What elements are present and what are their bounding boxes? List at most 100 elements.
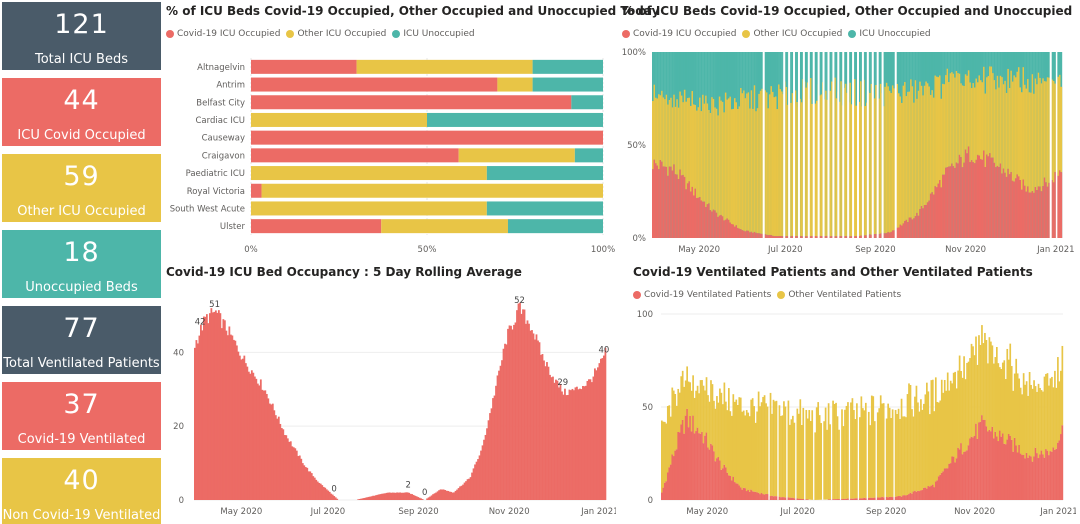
area-covid <box>910 217 912 238</box>
bar-other-ventilated <box>681 370 684 420</box>
bar-other-ventilated <box>917 402 919 491</box>
area-other <box>688 97 691 182</box>
rolling-bar <box>316 481 319 500</box>
bar-other-ventilated <box>1054 370 1056 450</box>
data-gap <box>832 52 835 238</box>
bar-covid-ventilated <box>665 481 668 500</box>
bar-other-ventilated <box>790 419 793 498</box>
x-tick-label: Nov 2020 <box>954 507 995 517</box>
bar-other-ventilated <box>847 402 849 499</box>
bar-covid-ventilated <box>933 487 936 500</box>
rolling-bar <box>466 479 469 500</box>
area-covid <box>1045 182 1048 238</box>
bar-covid-ventilated <box>790 497 793 500</box>
area-other <box>709 112 712 211</box>
area-covid <box>952 166 955 238</box>
data-gap <box>822 52 825 238</box>
data-gap <box>852 52 855 238</box>
x-tick-label: Sep 2020 <box>855 245 895 255</box>
bar-covid-ventilated <box>979 421 982 500</box>
bar-covid-ventilated <box>1043 457 1046 500</box>
bar-other-ventilated <box>882 403 885 498</box>
bar-other-ventilated <box>975 336 977 424</box>
bar-other-ventilated <box>960 371 962 444</box>
data-label: 0 <box>422 488 427 498</box>
bar-other-ventilated <box>780 416 782 498</box>
rolling-bar <box>603 355 605 500</box>
bar-covid-ventilated <box>771 495 773 500</box>
area-other <box>805 87 808 237</box>
rolling-bar <box>406 492 409 500</box>
bar-covid-ventilated <box>668 467 671 500</box>
bar-covid-ventilated <box>793 498 796 500</box>
area-other <box>752 108 754 233</box>
area-covid <box>978 155 981 238</box>
area-covid <box>705 206 707 238</box>
bar-covid-ventilated <box>920 490 922 500</box>
bar-other-ventilated <box>1045 373 1047 450</box>
bar-covid-ventilated <box>704 435 706 500</box>
area-other <box>831 81 833 236</box>
bar-other-ventilated <box>747 412 750 490</box>
bar-covid-ventilated <box>912 491 915 500</box>
bar-other-ventilated <box>1055 387 1058 449</box>
bar-covid-ventilated <box>832 499 834 500</box>
bar-other-ventilated <box>923 403 925 488</box>
area-other <box>969 82 972 163</box>
area-covid <box>741 230 744 238</box>
legend-item-covid-ventilated[interactable]: Covid-19 Ventilated Patients <box>633 290 771 300</box>
rolling-bar <box>574 387 577 500</box>
legend-item-unoccupied[interactable]: ICU Unoccupied <box>392 29 475 39</box>
rolling-bar <box>304 467 307 500</box>
bar-covid-ventilated <box>1021 455 1023 500</box>
kpi-value: 59 <box>63 161 100 192</box>
bar-other-ventilated <box>993 363 995 439</box>
area-covid <box>870 234 873 238</box>
legend-item-other[interactable]: Other ICU Occupied <box>286 29 386 39</box>
bar-other-ventilated <box>781 415 784 498</box>
bar-other-ventilated <box>873 421 876 498</box>
area-covid <box>658 169 660 238</box>
bar-other-ventilated <box>1060 370 1062 435</box>
x-tick-label: May 2020 <box>678 245 720 255</box>
bar-covid-ventilated <box>1022 454 1025 500</box>
data-gap <box>1049 52 1052 238</box>
legend-item-unoccupied[interactable]: ICU Unoccupied <box>848 29 931 39</box>
bar-other-ventilated <box>876 412 879 498</box>
legend-dot-other <box>286 30 295 38</box>
rolling-bar <box>556 380 559 500</box>
area-other <box>829 90 832 237</box>
legend-item-other[interactable]: Other ICU Occupied <box>742 29 842 39</box>
bar-other-ventilated <box>800 425 803 500</box>
legend-item-covid[interactable]: Covid-19 ICU Occupied <box>622 29 736 39</box>
area-other <box>853 79 856 237</box>
rolling-bar <box>247 371 250 500</box>
area-covid <box>1040 191 1043 238</box>
bar-other-ventilated <box>757 391 760 493</box>
area-other <box>976 82 979 155</box>
area-other <box>898 93 900 228</box>
rolling-bar <box>378 494 381 500</box>
rolling-bar <box>309 471 312 500</box>
bar-other-ventilated <box>1024 384 1026 459</box>
bar-other-ventilated <box>738 397 741 486</box>
area-other <box>975 78 978 160</box>
area-other <box>940 98 943 188</box>
legend-item-other-ventilated[interactable]: Other Ventilated Patients <box>777 290 901 300</box>
rolling-bar <box>208 313 211 500</box>
bar-covid-ventilated <box>872 497 875 500</box>
bar-covid-ventilated <box>964 451 967 500</box>
bar-covid-ventilated <box>981 415 983 500</box>
legend-item-covid[interactable]: Covid-19 ICU Occupied <box>166 29 280 39</box>
rolling-bar <box>312 476 315 500</box>
bar-covid-ventilated <box>750 489 753 500</box>
area-other <box>750 90 753 232</box>
area-other <box>869 92 871 235</box>
bar-covid-ventilated <box>753 491 755 500</box>
area-covid <box>714 210 716 238</box>
legend-dot-covid <box>622 30 630 38</box>
bar-other-ventilated <box>887 403 889 498</box>
area-other <box>724 92 727 220</box>
area-other <box>1048 77 1051 183</box>
